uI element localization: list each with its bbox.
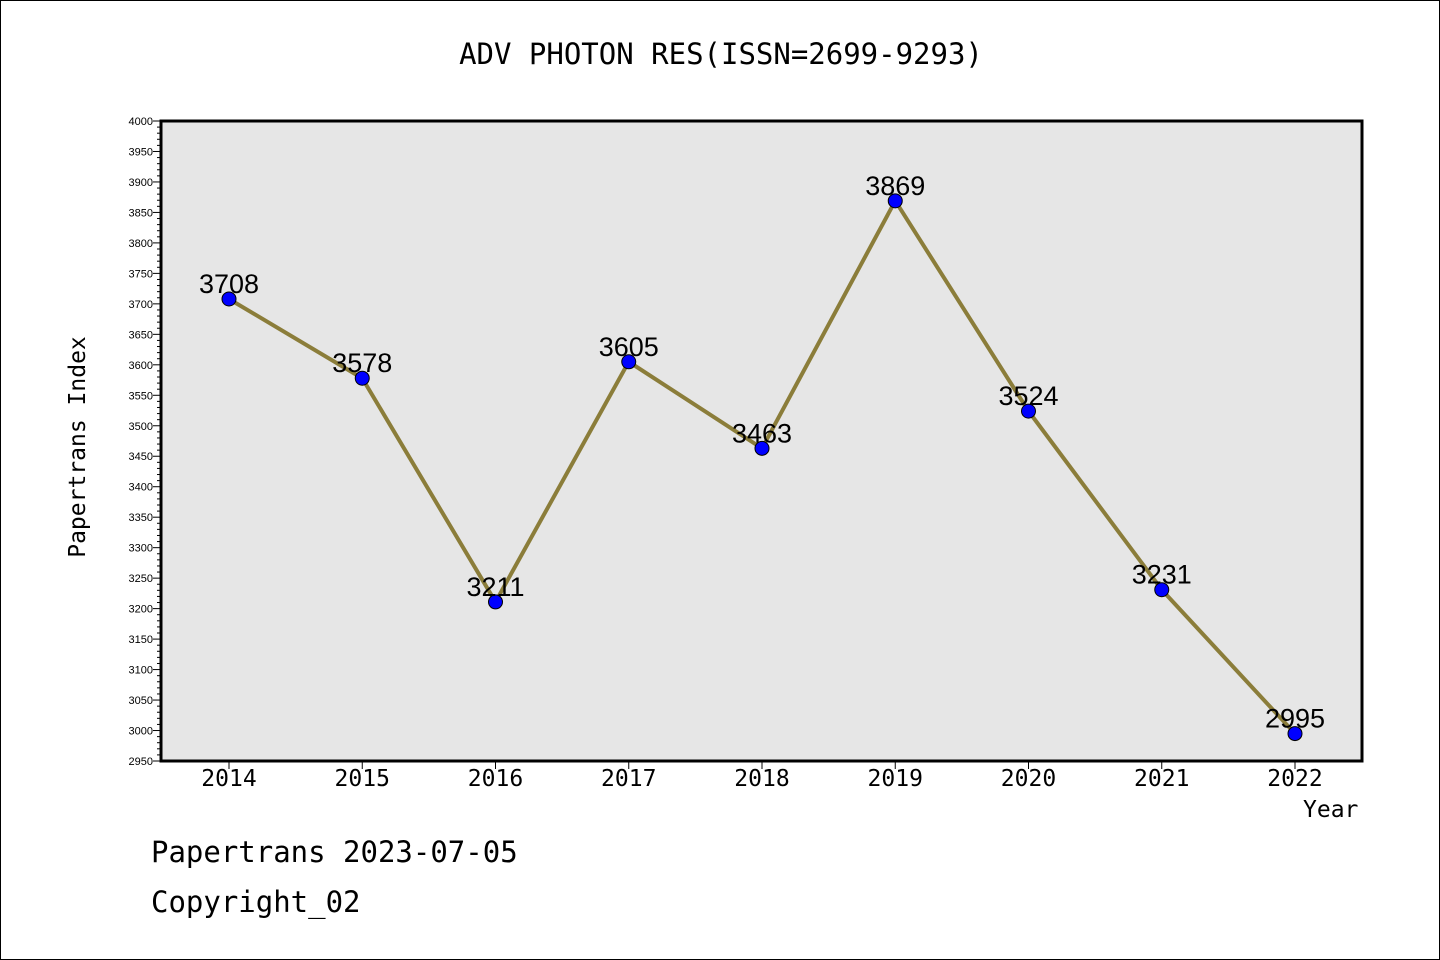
data-label: 3605: [599, 332, 659, 362]
y-tick-label: 2950: [129, 756, 153, 768]
x-tick-label: 2015: [335, 766, 390, 792]
data-point: [221, 291, 237, 307]
data-label: 3463: [732, 418, 792, 448]
y-tick-label: 3700: [129, 299, 153, 311]
data-point: [1287, 726, 1303, 742]
plot-border: [159, 119, 1364, 763]
y-tick-label: 3350: [129, 512, 153, 524]
y-tick-label: 3550: [129, 390, 153, 402]
data-point: [488, 594, 503, 610]
y-tick-label: 3650: [129, 329, 153, 341]
y-tick-label: 3800: [129, 238, 153, 250]
data-point: [1021, 403, 1036, 419]
x-tick-label: 2020: [1001, 766, 1056, 792]
data-label: 2995: [1265, 704, 1325, 734]
data-point: [887, 193, 903, 209]
data-label: 3869: [865, 171, 925, 201]
y-tick-label: 3750: [129, 268, 153, 280]
y-tick-label: 3500: [129, 421, 153, 433]
y-tick-label: 3100: [129, 665, 153, 677]
y-tick-label: 3600: [129, 360, 153, 372]
data-label: 3708: [199, 269, 259, 299]
x-tick-label: 2016: [468, 766, 523, 792]
y-tick-label: 4000: [129, 116, 153, 128]
data-label: 3578: [332, 348, 392, 378]
x-tick-label: 2019: [868, 766, 923, 792]
data-label: 3231: [1132, 560, 1192, 590]
y-tick-label: 3300: [129, 543, 153, 555]
x-tick-label: 2021: [1134, 766, 1189, 792]
x-tick-label: 2014: [201, 766, 256, 792]
data-label: 3211: [466, 572, 524, 602]
y-tick-label: 3000: [129, 726, 153, 738]
data-point: [754, 440, 770, 456]
data-point: [1154, 582, 1170, 598]
y-tick-label: 3400: [129, 482, 153, 494]
data-point: [354, 370, 370, 386]
y-tick-label: 3150: [129, 634, 153, 646]
x-tick-label: 2017: [601, 766, 656, 792]
y-tick-label: 3850: [129, 207, 153, 219]
chart-title: ADV PHOTON RES(ISSN=2699-9293): [459, 37, 983, 71]
footer-copyright: Copyright_02: [151, 885, 361, 919]
y-tick-label: 3950: [129, 146, 153, 158]
x-axis-label: Year: [1303, 797, 1359, 823]
y-tick-label: 3450: [129, 451, 153, 463]
y-tick-label: 3200: [129, 604, 153, 616]
y-tick-label: 3050: [129, 695, 153, 707]
footer-date: Papertrans 2023-07-05: [151, 835, 518, 869]
y-tick-label: 3250: [129, 573, 153, 585]
data-point: [621, 354, 637, 370]
x-tick-label: 2022: [1267, 766, 1322, 792]
data-label: 3524: [998, 381, 1058, 411]
y-tick-label: 3900: [129, 177, 153, 189]
x-tick-label: 2018: [734, 766, 789, 792]
